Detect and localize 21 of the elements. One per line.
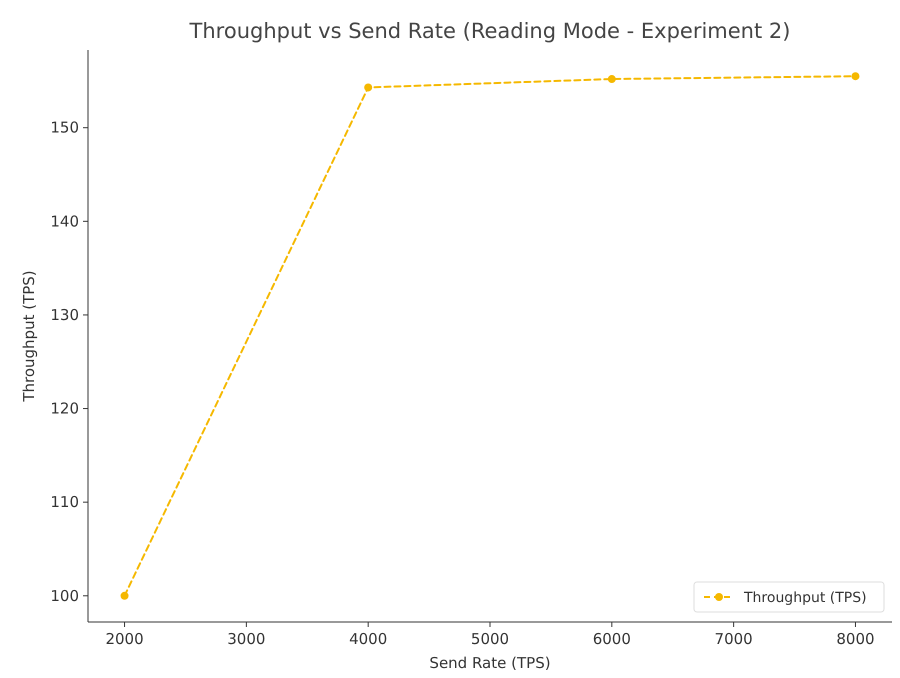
x-tick-label: 7000 (714, 630, 753, 648)
x-tick-label: 3000 (227, 630, 266, 648)
y-tick-label: 110 (50, 493, 79, 512)
x-tick-label: 8000 (836, 630, 875, 648)
y-tick-label: 130 (50, 306, 79, 324)
point (364, 83, 372, 92)
y-tick-label: 120 (50, 400, 79, 418)
x-tick-label: 4000 (349, 630, 388, 648)
x-tick-label: 2000 (105, 630, 144, 648)
x-axis-title: Send Rate (TPS) (429, 654, 551, 672)
chart-title: Throughput vs Send Rate (Reading Mode - Experiment 2) (188, 19, 790, 43)
y-tick-label: 150 (50, 118, 79, 137)
y-axis-title: Throughput (TPS) (20, 270, 38, 403)
y-tick-label: 140 (50, 212, 79, 230)
point (851, 72, 860, 80)
legend-label: Throughput (TPS) (743, 590, 867, 606)
y-tick-label: 100 (50, 586, 79, 605)
x-tick-label: 6000 (592, 630, 631, 648)
point (120, 592, 129, 600)
point (608, 75, 616, 84)
x-tick-label: 5000 (470, 630, 510, 648)
